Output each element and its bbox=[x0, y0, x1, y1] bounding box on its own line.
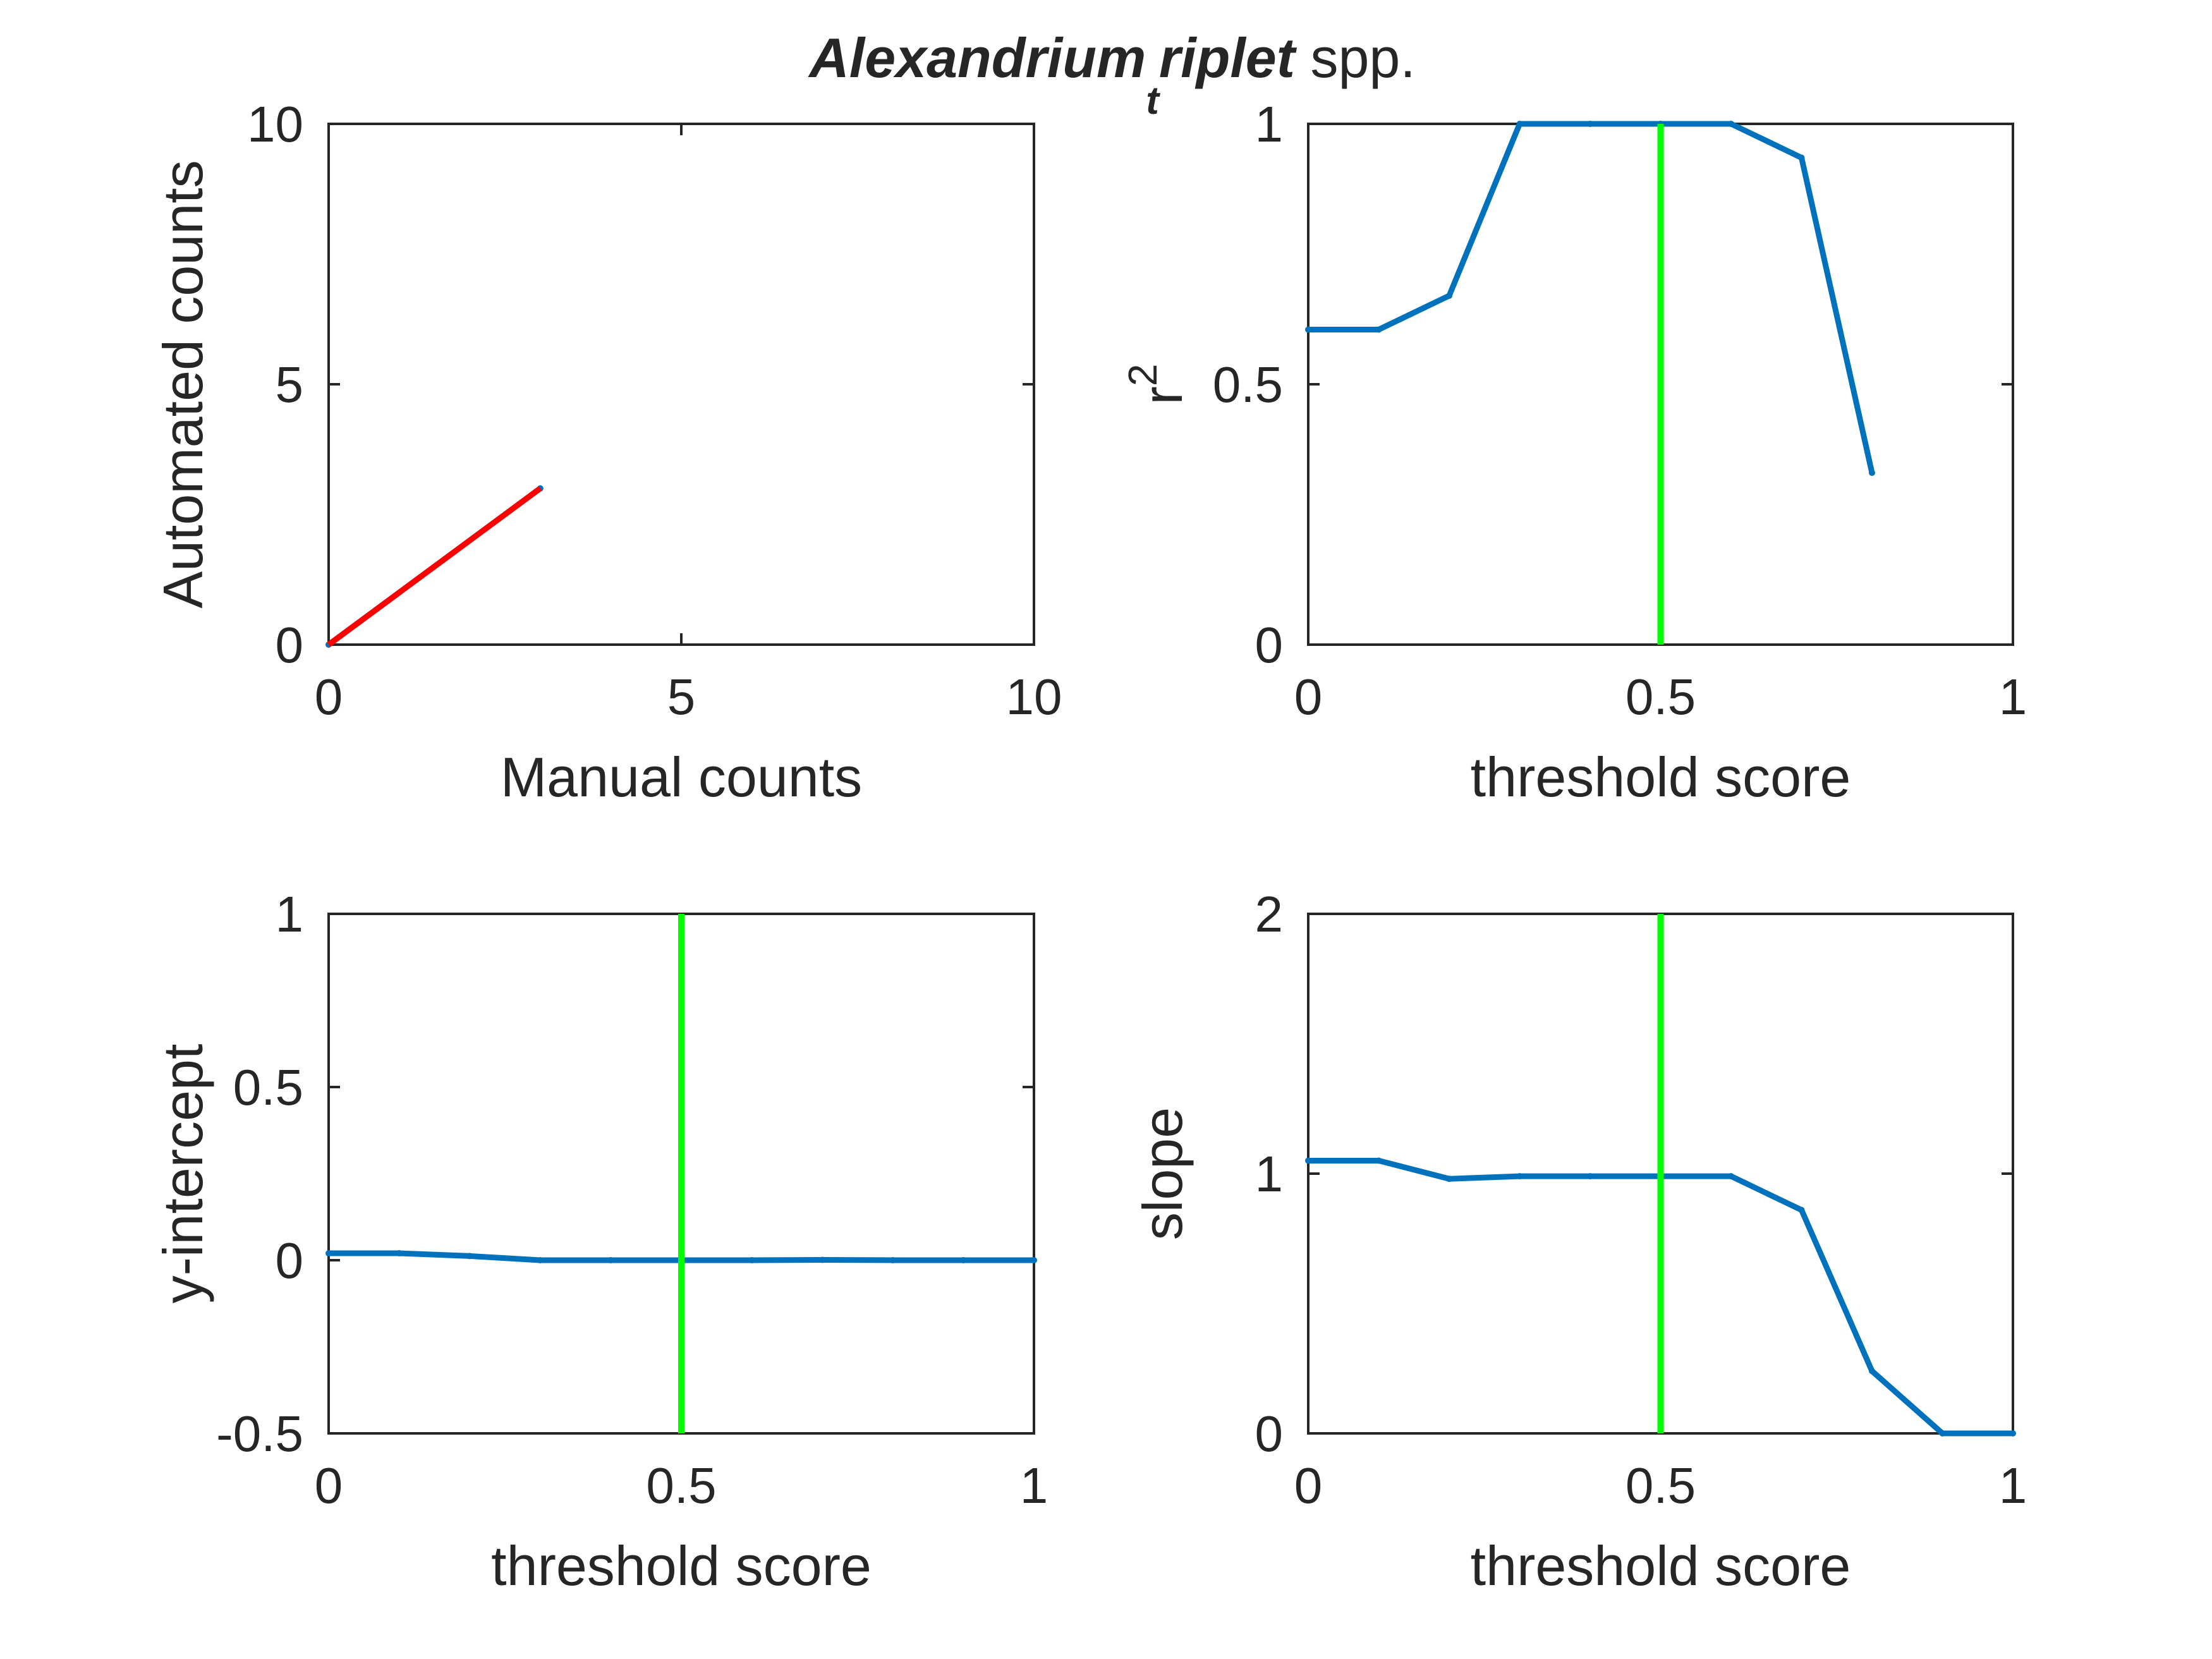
panel-manual-vs-automated: 0 5 10 0 5 10 Manual counts Automated counts bbox=[152, 96, 1062, 808]
data-point bbox=[1031, 1257, 1037, 1263]
figure-title-part1: Alexandrium bbox=[808, 27, 1146, 89]
y-tick-label: 0 bbox=[276, 1232, 304, 1289]
data-point bbox=[1375, 1157, 1382, 1164]
data-point bbox=[1446, 292, 1452, 299]
x-tick-label: 0.5 bbox=[1626, 669, 1696, 725]
data-point bbox=[1939, 1430, 1946, 1437]
y-tick-label: 1 bbox=[1255, 96, 1284, 152]
data-point bbox=[466, 1253, 473, 1260]
x-tick-label: 5 bbox=[667, 669, 696, 725]
y-tick-label: 5 bbox=[276, 356, 304, 413]
data-point bbox=[1587, 121, 1593, 127]
panel-slope: 0 0.5 1 0 1 2 threshold score slope bbox=[1131, 886, 2027, 1597]
data-point bbox=[1869, 470, 1875, 477]
x-tick-label: 1 bbox=[1020, 1457, 1048, 1514]
data-point bbox=[1728, 121, 1734, 127]
x-axis-label: threshold score bbox=[1471, 746, 1851, 808]
y-axis-label: slope bbox=[1131, 1107, 1194, 1240]
y-tick-label: 0 bbox=[276, 617, 304, 673]
x-tick-label: 0 bbox=[315, 669, 343, 725]
y-axis-label: Automated counts bbox=[152, 160, 214, 608]
data-point bbox=[1798, 154, 1805, 161]
data-point bbox=[2010, 1430, 2016, 1437]
figure-title: Alexandriumtriplet spp. bbox=[808, 27, 1416, 123]
x-tick-label: 10 bbox=[1006, 669, 1062, 725]
y-tick-label: 1 bbox=[1255, 1146, 1284, 1202]
data-point bbox=[1375, 326, 1382, 333]
data-point bbox=[1305, 326, 1311, 333]
x-tick-label: 0.5 bbox=[646, 1457, 716, 1514]
data-point bbox=[1516, 1173, 1523, 1180]
y-tick-label: 0.5 bbox=[1213, 356, 1283, 413]
x-axis-label: threshold score bbox=[1471, 1534, 1851, 1597]
y-tick-label: 0.5 bbox=[233, 1059, 303, 1115]
figure-title-part2: riplet bbox=[1159, 27, 1297, 89]
data-point bbox=[748, 1257, 755, 1263]
y-tick-label: 0 bbox=[1255, 617, 1284, 673]
y-axis-label: y-intercept bbox=[152, 1044, 214, 1304]
data-point bbox=[1587, 1173, 1593, 1180]
figure-title-part3: spp. bbox=[1295, 27, 1416, 89]
data-point bbox=[1728, 1173, 1734, 1180]
y-axis-label-superscript: 2 bbox=[1120, 364, 1165, 387]
x-tick-label: 0 bbox=[315, 1457, 343, 1514]
y-tick-label: 0 bbox=[1255, 1406, 1284, 1462]
data-point bbox=[1869, 1368, 1875, 1375]
y-tick-label: 2 bbox=[1255, 886, 1284, 942]
data-point bbox=[1446, 1176, 1452, 1182]
y-tick-label: -0.5 bbox=[216, 1406, 303, 1462]
data-point bbox=[325, 1250, 332, 1257]
x-tick-label: 0 bbox=[1294, 1457, 1323, 1514]
x-axis-label: threshold score bbox=[491, 1534, 872, 1597]
x-tick-label: 1 bbox=[1999, 1457, 2027, 1514]
data-point bbox=[607, 1257, 614, 1263]
y-tick-label: 1 bbox=[276, 886, 304, 942]
data-point bbox=[1305, 1157, 1311, 1164]
data-point bbox=[396, 1250, 403, 1257]
data-point bbox=[537, 1257, 544, 1263]
figure-title-subscript: t bbox=[1146, 79, 1160, 123]
x-tick-label: 0.5 bbox=[1626, 1457, 1696, 1514]
x-tick-label: 1 bbox=[1999, 669, 2027, 725]
data-point bbox=[889, 1257, 896, 1263]
data-point bbox=[1516, 121, 1523, 127]
series-line bbox=[327, 486, 542, 647]
x-axis-label: Manual counts bbox=[501, 746, 862, 808]
y-tick-label: 10 bbox=[247, 96, 303, 152]
x-tick-label: 0 bbox=[1294, 669, 1323, 725]
data-point bbox=[1798, 1206, 1805, 1213]
data-point bbox=[960, 1257, 967, 1263]
data-point bbox=[819, 1256, 826, 1263]
